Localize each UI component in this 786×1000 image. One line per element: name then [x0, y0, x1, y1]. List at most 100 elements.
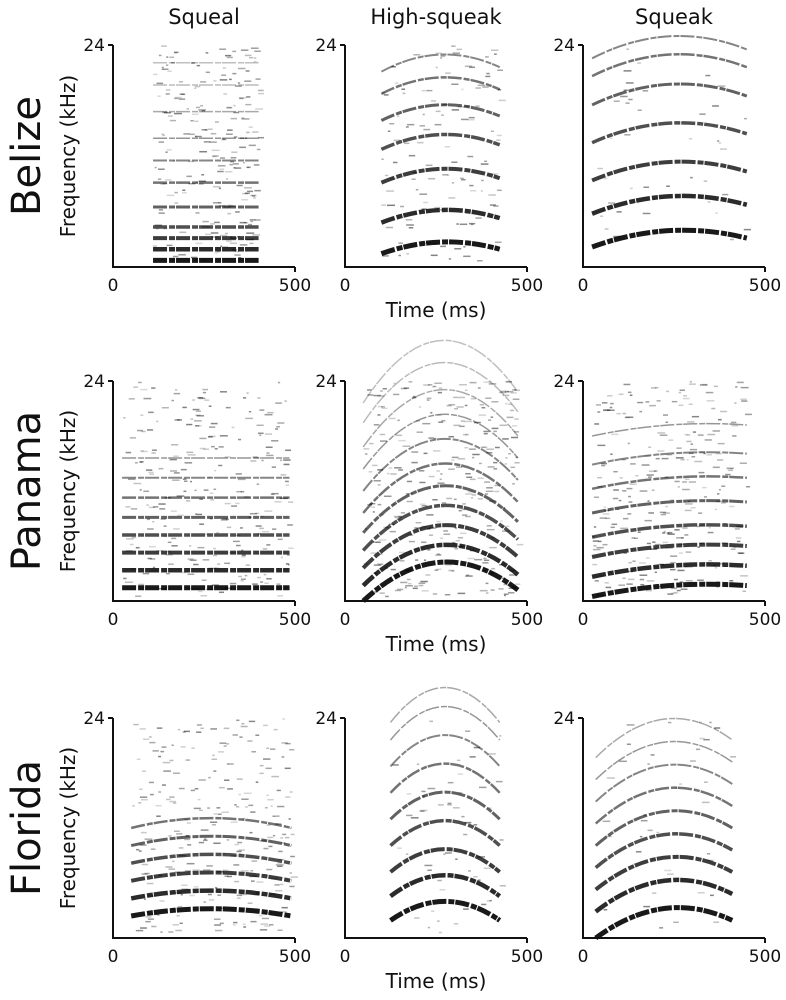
noise	[438, 387, 443, 389]
noise	[673, 578, 679, 581]
noise	[416, 763, 420, 765]
noise	[224, 456, 231, 458]
noise	[393, 515, 402, 518]
noise	[734, 528, 740, 530]
harmonic	[389, 873, 502, 898]
noise	[499, 839, 504, 841]
noise	[247, 740, 253, 742]
noise	[182, 192, 187, 194]
noise	[423, 452, 428, 455]
noise	[626, 583, 633, 585]
noise	[169, 458, 177, 461]
noise	[275, 864, 284, 866]
noise	[201, 110, 206, 112]
noise	[139, 788, 143, 790]
noise	[445, 72, 451, 74]
noise	[210, 728, 218, 730]
noise	[205, 533, 208, 536]
noise	[161, 407, 169, 409]
noise	[239, 146, 246, 149]
noise	[690, 176, 693, 179]
noise	[512, 398, 520, 400]
noise	[475, 217, 482, 219]
noise	[418, 406, 422, 408]
noise	[485, 397, 492, 399]
noise	[381, 204, 386, 206]
noise	[199, 523, 205, 525]
harmonic	[595, 740, 733, 781]
noise	[456, 48, 462, 51]
axis-frame	[582, 718, 765, 939]
noise	[201, 173, 205, 176]
noise	[200, 829, 209, 831]
noise	[235, 85, 242, 87]
noise	[223, 246, 229, 248]
noise	[457, 396, 465, 399]
noise	[246, 96, 251, 98]
noise	[712, 466, 720, 469]
x-axis-label: Time (ms)	[385, 298, 487, 322]
noise	[689, 383, 696, 385]
noise	[398, 242, 403, 244]
noise	[284, 767, 291, 770]
noise	[183, 730, 190, 733]
noise	[193, 807, 201, 810]
noise	[217, 813, 222, 815]
harmonic	[389, 898, 502, 923]
noise	[240, 490, 245, 493]
noise	[597, 476, 603, 479]
noise	[198, 109, 206, 111]
harmonic	[591, 159, 748, 183]
noise	[729, 579, 734, 582]
noise	[241, 556, 246, 558]
noise	[440, 57, 443, 59]
noise	[505, 402, 508, 405]
noise	[441, 420, 446, 422]
noise	[470, 497, 474, 499]
noise	[274, 501, 282, 503]
noise	[163, 525, 167, 527]
noise	[607, 395, 613, 397]
noise	[197, 396, 204, 399]
noise	[135, 929, 144, 932]
noise	[289, 748, 295, 751]
noise	[460, 118, 469, 121]
noise	[266, 454, 274, 457]
noise	[226, 518, 229, 521]
noise	[451, 456, 459, 459]
noise	[198, 779, 206, 781]
noise	[377, 503, 382, 506]
noise	[198, 183, 204, 185]
noise	[491, 427, 499, 430]
noise	[729, 238, 734, 241]
noise	[377, 405, 383, 408]
noise	[645, 401, 650, 403]
noise	[219, 922, 224, 925]
noise	[453, 807, 460, 809]
noise	[123, 577, 127, 580]
noise	[234, 843, 240, 846]
noise	[271, 466, 277, 468]
noise	[369, 442, 374, 445]
noise	[506, 416, 514, 419]
noise	[665, 421, 668, 424]
noise	[392, 764, 399, 766]
noise	[149, 558, 156, 560]
noise	[446, 497, 453, 500]
noise	[400, 581, 408, 584]
noise	[217, 563, 221, 565]
noise	[461, 815, 465, 818]
noise	[389, 530, 396, 533]
harmonic	[380, 53, 501, 73]
noise	[707, 433, 716, 436]
noise	[256, 881, 264, 883]
noise	[186, 423, 193, 426]
noise	[189, 559, 197, 561]
noise	[486, 487, 493, 489]
noise	[238, 793, 242, 796]
noise	[397, 115, 400, 118]
noise	[682, 397, 690, 400]
noise	[248, 126, 253, 128]
noise	[480, 190, 483, 192]
noise	[169, 800, 176, 803]
